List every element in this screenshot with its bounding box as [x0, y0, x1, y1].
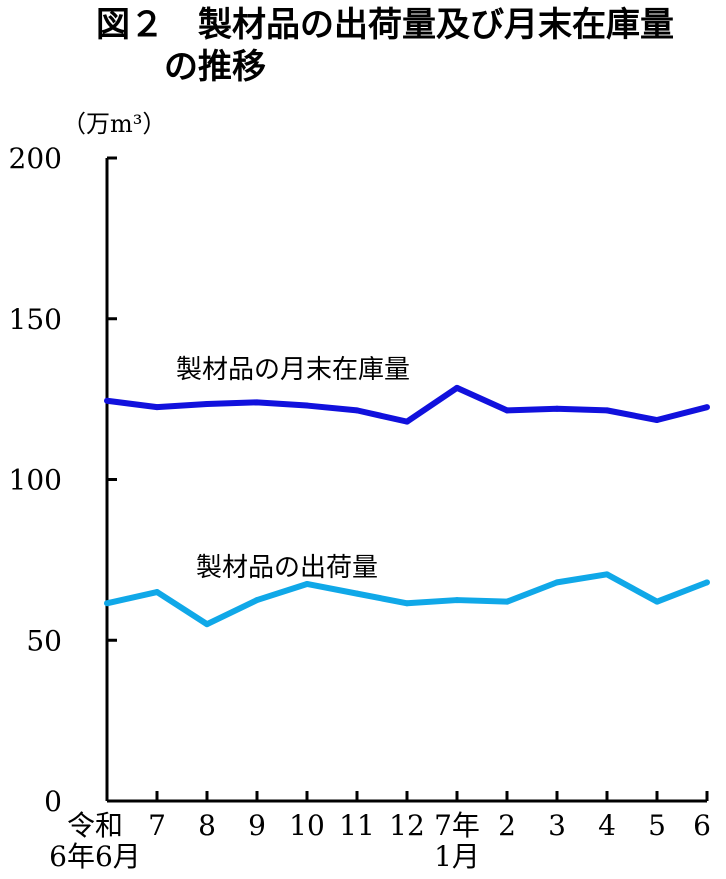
x-tick-label: 7	[148, 809, 166, 842]
y-tick-label: 0	[44, 785, 62, 818]
x-tick-label-line: 5	[648, 809, 666, 842]
x-tick-label-line: 12	[389, 809, 425, 842]
x-tick-label: 9	[248, 809, 266, 842]
data-point	[154, 589, 160, 596]
x-tick-label: 3	[548, 809, 566, 842]
data-point	[554, 579, 560, 586]
data-point	[254, 399, 260, 406]
data-point	[504, 407, 510, 414]
data-point	[604, 571, 610, 578]
x-tick-label-line: 1月	[434, 840, 480, 873]
x-tick-label: 12	[389, 809, 425, 842]
x-tick-label-line: 11	[339, 809, 375, 842]
y-tick-label: 50	[26, 624, 62, 657]
data-point	[704, 579, 710, 586]
data-point	[254, 597, 260, 604]
data-point	[454, 597, 460, 604]
data-point	[304, 580, 310, 587]
data-point	[354, 590, 360, 597]
chart-title-line-2: の推移	[164, 47, 266, 87]
x-tick-label-line: 7年	[434, 809, 480, 842]
data-point	[354, 407, 360, 414]
data-point	[404, 600, 410, 607]
y-tick-label: 150	[9, 303, 62, 336]
x-tick-label-line: 6	[693, 809, 711, 842]
series-line-0	[106, 384, 708, 425]
data-point	[104, 600, 110, 607]
data-point	[154, 404, 160, 411]
data-point	[604, 407, 610, 414]
data-point	[704, 404, 710, 411]
series-layer	[104, 384, 710, 628]
x-tick-label-line: 6年6月	[49, 840, 141, 873]
data-point	[204, 400, 210, 407]
x-tick-label-line: 令和	[67, 809, 123, 842]
x-tick-label: 4	[598, 809, 616, 842]
x-tick-label-line: 10	[289, 809, 325, 842]
data-point	[104, 397, 110, 404]
data-point	[204, 621, 210, 628]
y-tick-label: 200	[9, 142, 62, 175]
x-tick-label-line: 8	[198, 809, 216, 842]
x-tick-label: 11	[339, 809, 375, 842]
series-label-1: 製材品の出荷量	[196, 553, 378, 583]
x-tick-label: 10	[289, 809, 325, 842]
data-point	[654, 417, 660, 424]
data-point	[454, 384, 460, 391]
data-point	[504, 598, 510, 605]
x-tick-label: 8	[198, 809, 216, 842]
data-point	[554, 405, 560, 412]
y-axis-unit-label: （万m³）	[62, 110, 166, 138]
x-tick-label: 7年 1月	[434, 809, 480, 873]
data-point	[404, 418, 410, 425]
x-tick-label-line: 2	[498, 809, 516, 842]
series-label-0: 製材品の月末在庫量	[176, 355, 410, 385]
x-tick-label: 令和 6年6月	[49, 809, 141, 873]
x-tick-label-line: 4	[598, 809, 616, 842]
data-point	[304, 402, 310, 409]
x-tick-label: 5	[648, 809, 666, 842]
x-tick-label: 2	[498, 809, 516, 842]
y-tick-label: 100	[9, 464, 62, 497]
chart-title-line-1: 図２ 製材品の出荷量及び月末在庫量	[96, 5, 674, 45]
x-tick-label: 6	[693, 809, 711, 842]
data-point	[654, 598, 660, 605]
x-tick-label-line: 7	[148, 809, 166, 842]
x-tick-label-line: 3	[548, 809, 566, 842]
x-tick-label-line: 9	[248, 809, 266, 842]
